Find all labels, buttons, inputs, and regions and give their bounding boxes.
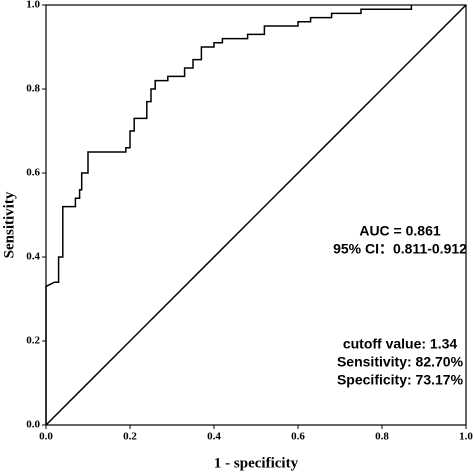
annotation: Specificity: 73.17% <box>337 372 464 388</box>
y-axis-label: Sensitivity <box>1 191 17 258</box>
annotation: cutoff value: 1.34 <box>343 336 458 352</box>
annotation: Sensitivity: 82.70% <box>337 354 464 370</box>
x-tick-label: 0.8 <box>375 431 389 443</box>
annotation: AUC = 0.861 <box>359 223 441 239</box>
y-tick-label: 0.8 <box>26 83 40 95</box>
x-tick-label: 0.0 <box>39 431 53 443</box>
x-tick-label: 0.6 <box>291 431 305 443</box>
x-tick-label: 0.4 <box>207 431 221 443</box>
y-tick-label: 0.4 <box>26 251 40 263</box>
reference-line <box>45 4 467 426</box>
y-tick-label: 0.0 <box>26 419 40 431</box>
y-tick-label: 0.6 <box>26 167 40 179</box>
x-tick-label: 0.2 <box>123 431 137 443</box>
roc-curve <box>45 5 413 425</box>
annotation: 95% CI：0.811-0.912 <box>333 241 467 257</box>
y-tick-label: 0.2 <box>26 335 40 347</box>
y-tick-label: 1.0 <box>26 0 40 11</box>
x-tick-label: 1.0 <box>459 431 473 443</box>
plot-frame <box>45 4 467 426</box>
x-axis-label: 1 - specificity <box>214 455 299 471</box>
